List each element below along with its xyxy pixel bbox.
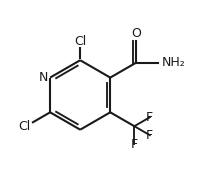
Text: F: F <box>146 129 153 142</box>
Text: Cl: Cl <box>74 35 86 48</box>
Text: NH₂: NH₂ <box>162 56 186 69</box>
Text: Cl: Cl <box>18 120 30 133</box>
Text: F: F <box>146 111 153 124</box>
Text: N: N <box>38 71 48 84</box>
Text: O: O <box>131 27 141 40</box>
Text: F: F <box>131 138 138 151</box>
